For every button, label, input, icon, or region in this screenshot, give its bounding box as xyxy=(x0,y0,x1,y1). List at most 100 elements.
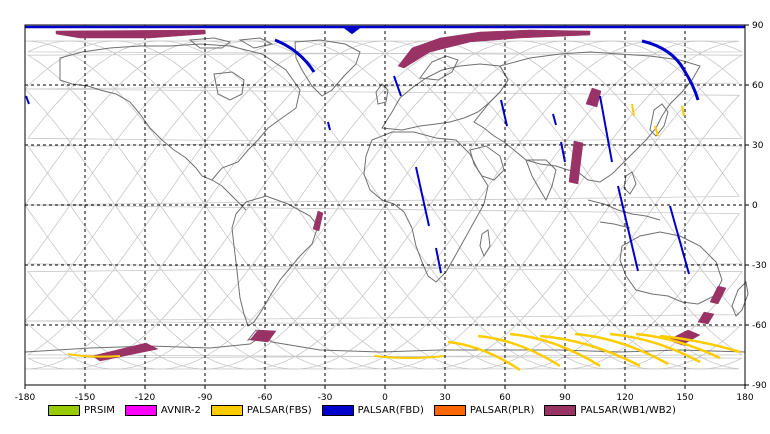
legend-swatch xyxy=(124,404,157,416)
lat-label: 90 xyxy=(752,21,764,31)
fbs-swath-antarctic-5 xyxy=(574,332,669,366)
coast-scandinavia xyxy=(419,55,459,81)
coast-south-america xyxy=(231,195,319,327)
lat-lon-grid xyxy=(25,25,745,385)
fbs-swath-antarctic-6 xyxy=(609,332,701,364)
fbd-swath-atlantic xyxy=(327,121,331,131)
lon-label: 0 xyxy=(382,393,388,403)
wb-swath-antarctic-peninsula xyxy=(249,329,277,343)
fbs-swath-antarctic-4 xyxy=(539,334,641,368)
lat-label: 0 xyxy=(752,201,758,211)
lon-label: -120 xyxy=(135,393,156,403)
fbd-swath-bering xyxy=(641,39,700,101)
lon-label: -30 xyxy=(318,393,333,403)
fbs-swath-antarctic-2 xyxy=(477,334,561,368)
lon-label: 180 xyxy=(736,393,753,403)
coastlines xyxy=(24,37,749,353)
fbs-swath-antarctic-1 xyxy=(447,340,521,372)
coast-madagascar xyxy=(479,229,491,258)
legend-item: PALSAR(FBD) xyxy=(321,404,424,416)
coast-arabia xyxy=(469,145,505,181)
wb-swath-tasman-1 xyxy=(709,285,727,305)
lon-label: 90 xyxy=(559,393,571,403)
observation-swaths xyxy=(24,25,746,372)
longitude-labels: -180 -150 -120 -90 -60 -30 0 30 60 90 120 150 180 xyxy=(15,393,754,403)
lon-label: 120 xyxy=(616,393,633,403)
legend-item: PALSAR(FBS) xyxy=(210,404,312,416)
fbs-swath-japan-2 xyxy=(654,125,659,137)
legend-swatch xyxy=(210,404,243,416)
lon-label: -90 xyxy=(198,393,213,403)
fbs-swath-japan-1 xyxy=(631,103,635,117)
fbd-swath-africa-1 xyxy=(415,166,430,227)
lon-label: 30 xyxy=(439,393,451,403)
coast-new-zealand xyxy=(731,280,749,317)
legend-item: PALSAR(WB1/WB2) xyxy=(544,404,676,416)
lat-label: -60 xyxy=(752,321,767,331)
wb-swath-arctic-europe xyxy=(397,29,591,69)
fbd-swath-greenland xyxy=(274,38,316,73)
fbd-swath-africa-2 xyxy=(435,247,442,274)
wb-swath-north-pacific xyxy=(55,29,206,39)
fbs-swath-japan-3 xyxy=(681,105,685,117)
lat-label: -30 xyxy=(752,261,767,271)
coast-australia xyxy=(619,231,723,305)
fbd-swath-australia xyxy=(669,205,690,275)
coast-antarctica xyxy=(24,335,746,353)
fbs-swath-1 xyxy=(67,353,121,358)
fbd-swath-indonesia xyxy=(617,185,639,272)
coast-arctic-islands xyxy=(188,37,274,49)
legend-label: PALSAR(FBD) xyxy=(357,404,424,416)
fbd-swath-caspian xyxy=(500,99,508,127)
legend-item: AVNIR-2 xyxy=(124,404,201,416)
lat-label: 60 xyxy=(752,81,764,91)
orbit-tracks xyxy=(25,40,744,370)
coast-japan xyxy=(649,103,669,137)
legend: PRSIM AVNIR-2 PALSAR(FBS) PALSAR(FBD) PALSAR… xyxy=(48,401,686,419)
fbd-swath-china xyxy=(599,95,613,163)
legend-label: PALSAR(PLR) xyxy=(469,404,535,416)
fbs-swath-antarctic-7 xyxy=(635,332,721,360)
fbd-swath-asia-small xyxy=(552,113,557,126)
coast-north-america xyxy=(59,43,301,181)
lon-label: -150 xyxy=(75,393,96,403)
coast-hudson-bay xyxy=(213,71,245,101)
lon-label: -180 xyxy=(15,393,36,403)
wb-swath-tasman-2 xyxy=(697,311,715,325)
legend-label: PALSAR(WB1/WB2) xyxy=(580,404,676,416)
legend-label: AVNIR-2 xyxy=(160,404,201,416)
legend-item: PRSIM xyxy=(48,404,115,416)
lat-label: 30 xyxy=(752,141,764,151)
axis-ticks xyxy=(24,24,749,389)
lat-label: -90 xyxy=(752,381,767,391)
fbs-swath-antarctic-3 xyxy=(509,332,601,368)
coast-india xyxy=(525,159,557,202)
legend-swatch xyxy=(433,404,466,416)
coast-philippines xyxy=(623,171,637,195)
wb-swath-siberia xyxy=(585,87,602,108)
coast-greenland xyxy=(294,39,361,97)
coast-asia xyxy=(473,51,701,183)
coast-britain xyxy=(375,83,389,105)
coast-central-america xyxy=(211,179,247,211)
legend-label: PALSAR(FBS) xyxy=(246,404,312,416)
fbd-swath-india xyxy=(560,141,566,163)
wb-swath-brazil xyxy=(312,210,324,232)
fbs-swath-antarctic-8 xyxy=(659,334,741,354)
legend-item: PALSAR(PLR) xyxy=(433,404,535,416)
fbd-swath-europe xyxy=(393,75,402,97)
lon-label: 150 xyxy=(676,393,693,403)
legend-swatch xyxy=(321,404,354,416)
fbs-swath-2 xyxy=(373,355,445,359)
legend-swatch xyxy=(544,404,577,416)
legend-label: PRSIM xyxy=(84,404,115,416)
lon-label: -60 xyxy=(258,393,273,403)
legend-swatch xyxy=(48,404,80,416)
coast-africa xyxy=(363,131,489,283)
wb-swath-central-asia xyxy=(568,140,584,185)
lon-label: 60 xyxy=(499,393,511,403)
fbd-swath-alaska xyxy=(25,95,30,105)
latitude-labels: 90 60 30 0 -30 -60 -90 xyxy=(752,21,767,391)
